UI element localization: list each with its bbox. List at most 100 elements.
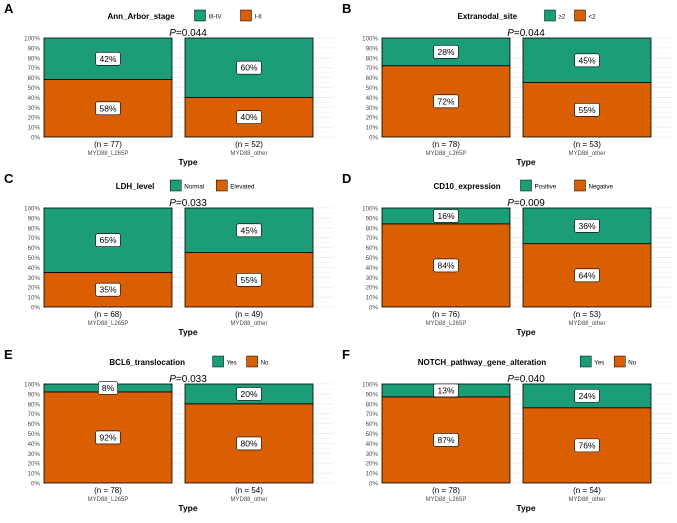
x-axis-title: Type — [516, 327, 535, 337]
data-label-top: 36% — [578, 221, 595, 231]
data-label-bottom-box — [95, 430, 121, 445]
y-tick-label: 90% — [28, 215, 41, 222]
panel-letter: D — [342, 171, 351, 186]
p-value: P=0.040 — [507, 374, 545, 385]
panel-letter: A — [4, 1, 14, 16]
panel-a: A 0% 10% 20% 30% 40% 50% 60% 70% 80% 90% 100% Ann_Ar… — [4, 1, 334, 167]
data-label-bottom-box — [574, 268, 600, 283]
legend-label: I-II — [255, 14, 262, 21]
y-tick-label: 40% — [28, 265, 41, 272]
data-label-top: 13% — [437, 385, 454, 395]
data-label-top-box — [236, 60, 262, 75]
y-tick-label: 40% — [28, 95, 41, 102]
p-value-symbol: P — [169, 28, 176, 39]
data-label-top-box — [574, 53, 600, 68]
y-tick-label: 100% — [362, 382, 378, 389]
y-tick-label: 90% — [28, 45, 41, 52]
y-tick-label: 20% — [28, 115, 41, 122]
y-tick-label: 70% — [28, 235, 41, 242]
data-label-top-box — [433, 383, 459, 398]
data-label-bottom-box — [433, 433, 459, 447]
data-label-bottom: 80% — [240, 438, 257, 448]
y-tick-label: 10% — [28, 471, 41, 478]
legend-swatch — [170, 179, 182, 192]
data-label-top: 45% — [240, 225, 257, 235]
y-tick-label: 40% — [366, 265, 379, 272]
p-value-symbol: P — [507, 374, 514, 385]
n-label: (n = 78) — [432, 486, 460, 495]
x-tick-label: MYD88_L265P — [88, 151, 129, 157]
data-label-bottom-box — [236, 436, 262, 451]
panel-e: E 0% 10% 20% 30% 40% 50% 60% 70% 80% 90% 100% BCL6_t… — [4, 347, 334, 513]
data-label-bottom: 55% — [578, 105, 595, 115]
x-axis-title: Type — [178, 503, 197, 513]
legend-swatch — [574, 9, 586, 22]
y-tick-label: 90% — [366, 215, 379, 222]
p-value-number: =0.033 — [176, 198, 207, 209]
data-label-top-box — [236, 223, 262, 238]
y-tick-label: 40% — [366, 95, 379, 102]
legend-swatch — [216, 179, 228, 192]
p-value: P=0.044 — [169, 28, 207, 39]
data-label-bottom: 55% — [240, 275, 257, 285]
x-tick-label: MYD88_other — [568, 497, 605, 503]
legend-swatch — [544, 9, 556, 22]
x-tick-label: MYD88_L265P — [426, 321, 467, 327]
y-tick-label: 10% — [28, 125, 41, 132]
y-tick-label: 10% — [366, 295, 379, 302]
legend-label: Yes — [227, 360, 237, 367]
data-label-bottom: 87% — [437, 435, 454, 445]
panel-c: C 0% 10% 20% 30% 40% 50% 60% 70% 80% 90% 100% LDH_le… — [4, 171, 334, 337]
data-label-top: 16% — [437, 211, 454, 221]
n-label: (n = 49) — [235, 310, 263, 319]
x-axis-title: Type — [178, 157, 197, 167]
p-value-number: =0.033 — [176, 374, 207, 385]
y-tick-label: 80% — [28, 55, 41, 62]
y-tick-label: 30% — [28, 451, 41, 458]
legend-swatch — [194, 9, 206, 22]
panel-letter: F — [342, 347, 350, 362]
legend-swatch — [580, 355, 592, 368]
data-label-bottom: 76% — [578, 440, 595, 450]
y-tick-label: 100% — [24, 382, 40, 389]
p-value-symbol: P — [169, 198, 176, 209]
data-label-bottom-box — [574, 438, 600, 453]
legend-label: Negative — [589, 184, 614, 191]
y-tick-label: 30% — [366, 105, 379, 112]
legend-label: Positive — [535, 184, 557, 191]
data-label-bottom-box — [574, 102, 600, 117]
x-tick-label: MYD88_other — [568, 321, 605, 327]
y-tick-label: 10% — [366, 471, 379, 478]
x-tick-label: MYD88_L265P — [426, 151, 467, 157]
y-tick-label: 80% — [28, 401, 41, 408]
panel-letter: B — [342, 1, 351, 16]
p-value-symbol: P — [169, 374, 176, 385]
legend-label: No — [261, 360, 269, 367]
data-label-bottom: 92% — [99, 432, 116, 442]
y-tick-label: 0% — [31, 305, 40, 312]
legend-title: BCL6_translocation — [109, 358, 185, 367]
legend-swatch — [520, 179, 532, 192]
data-label-bottom-box — [95, 101, 121, 116]
p-value-number: =0.044 — [176, 28, 207, 39]
legend-label: Elevated — [230, 184, 255, 191]
bar-segment-bottom — [381, 223, 511, 308]
data-label-bottom-box — [236, 110, 262, 124]
data-label-bottom: 58% — [99, 103, 116, 113]
y-tick-label: 50% — [28, 431, 41, 438]
data-label-top-box — [574, 219, 600, 233]
legend-swatch — [212, 355, 224, 368]
y-tick-label: 50% — [366, 431, 379, 438]
y-tick-label: 60% — [28, 75, 41, 82]
y-tick-label: 90% — [366, 391, 379, 398]
y-tick-label: 60% — [366, 245, 379, 252]
p-value-number: =0.044 — [514, 28, 545, 39]
y-tick-label: 30% — [28, 105, 41, 112]
y-tick-label: 20% — [366, 115, 379, 122]
y-tick-label: 90% — [28, 391, 41, 398]
y-tick-label: 50% — [28, 255, 41, 262]
data-label-top: 60% — [240, 63, 257, 73]
data-label-top-box — [98, 381, 118, 395]
n-label: (n = 52) — [235, 140, 263, 149]
